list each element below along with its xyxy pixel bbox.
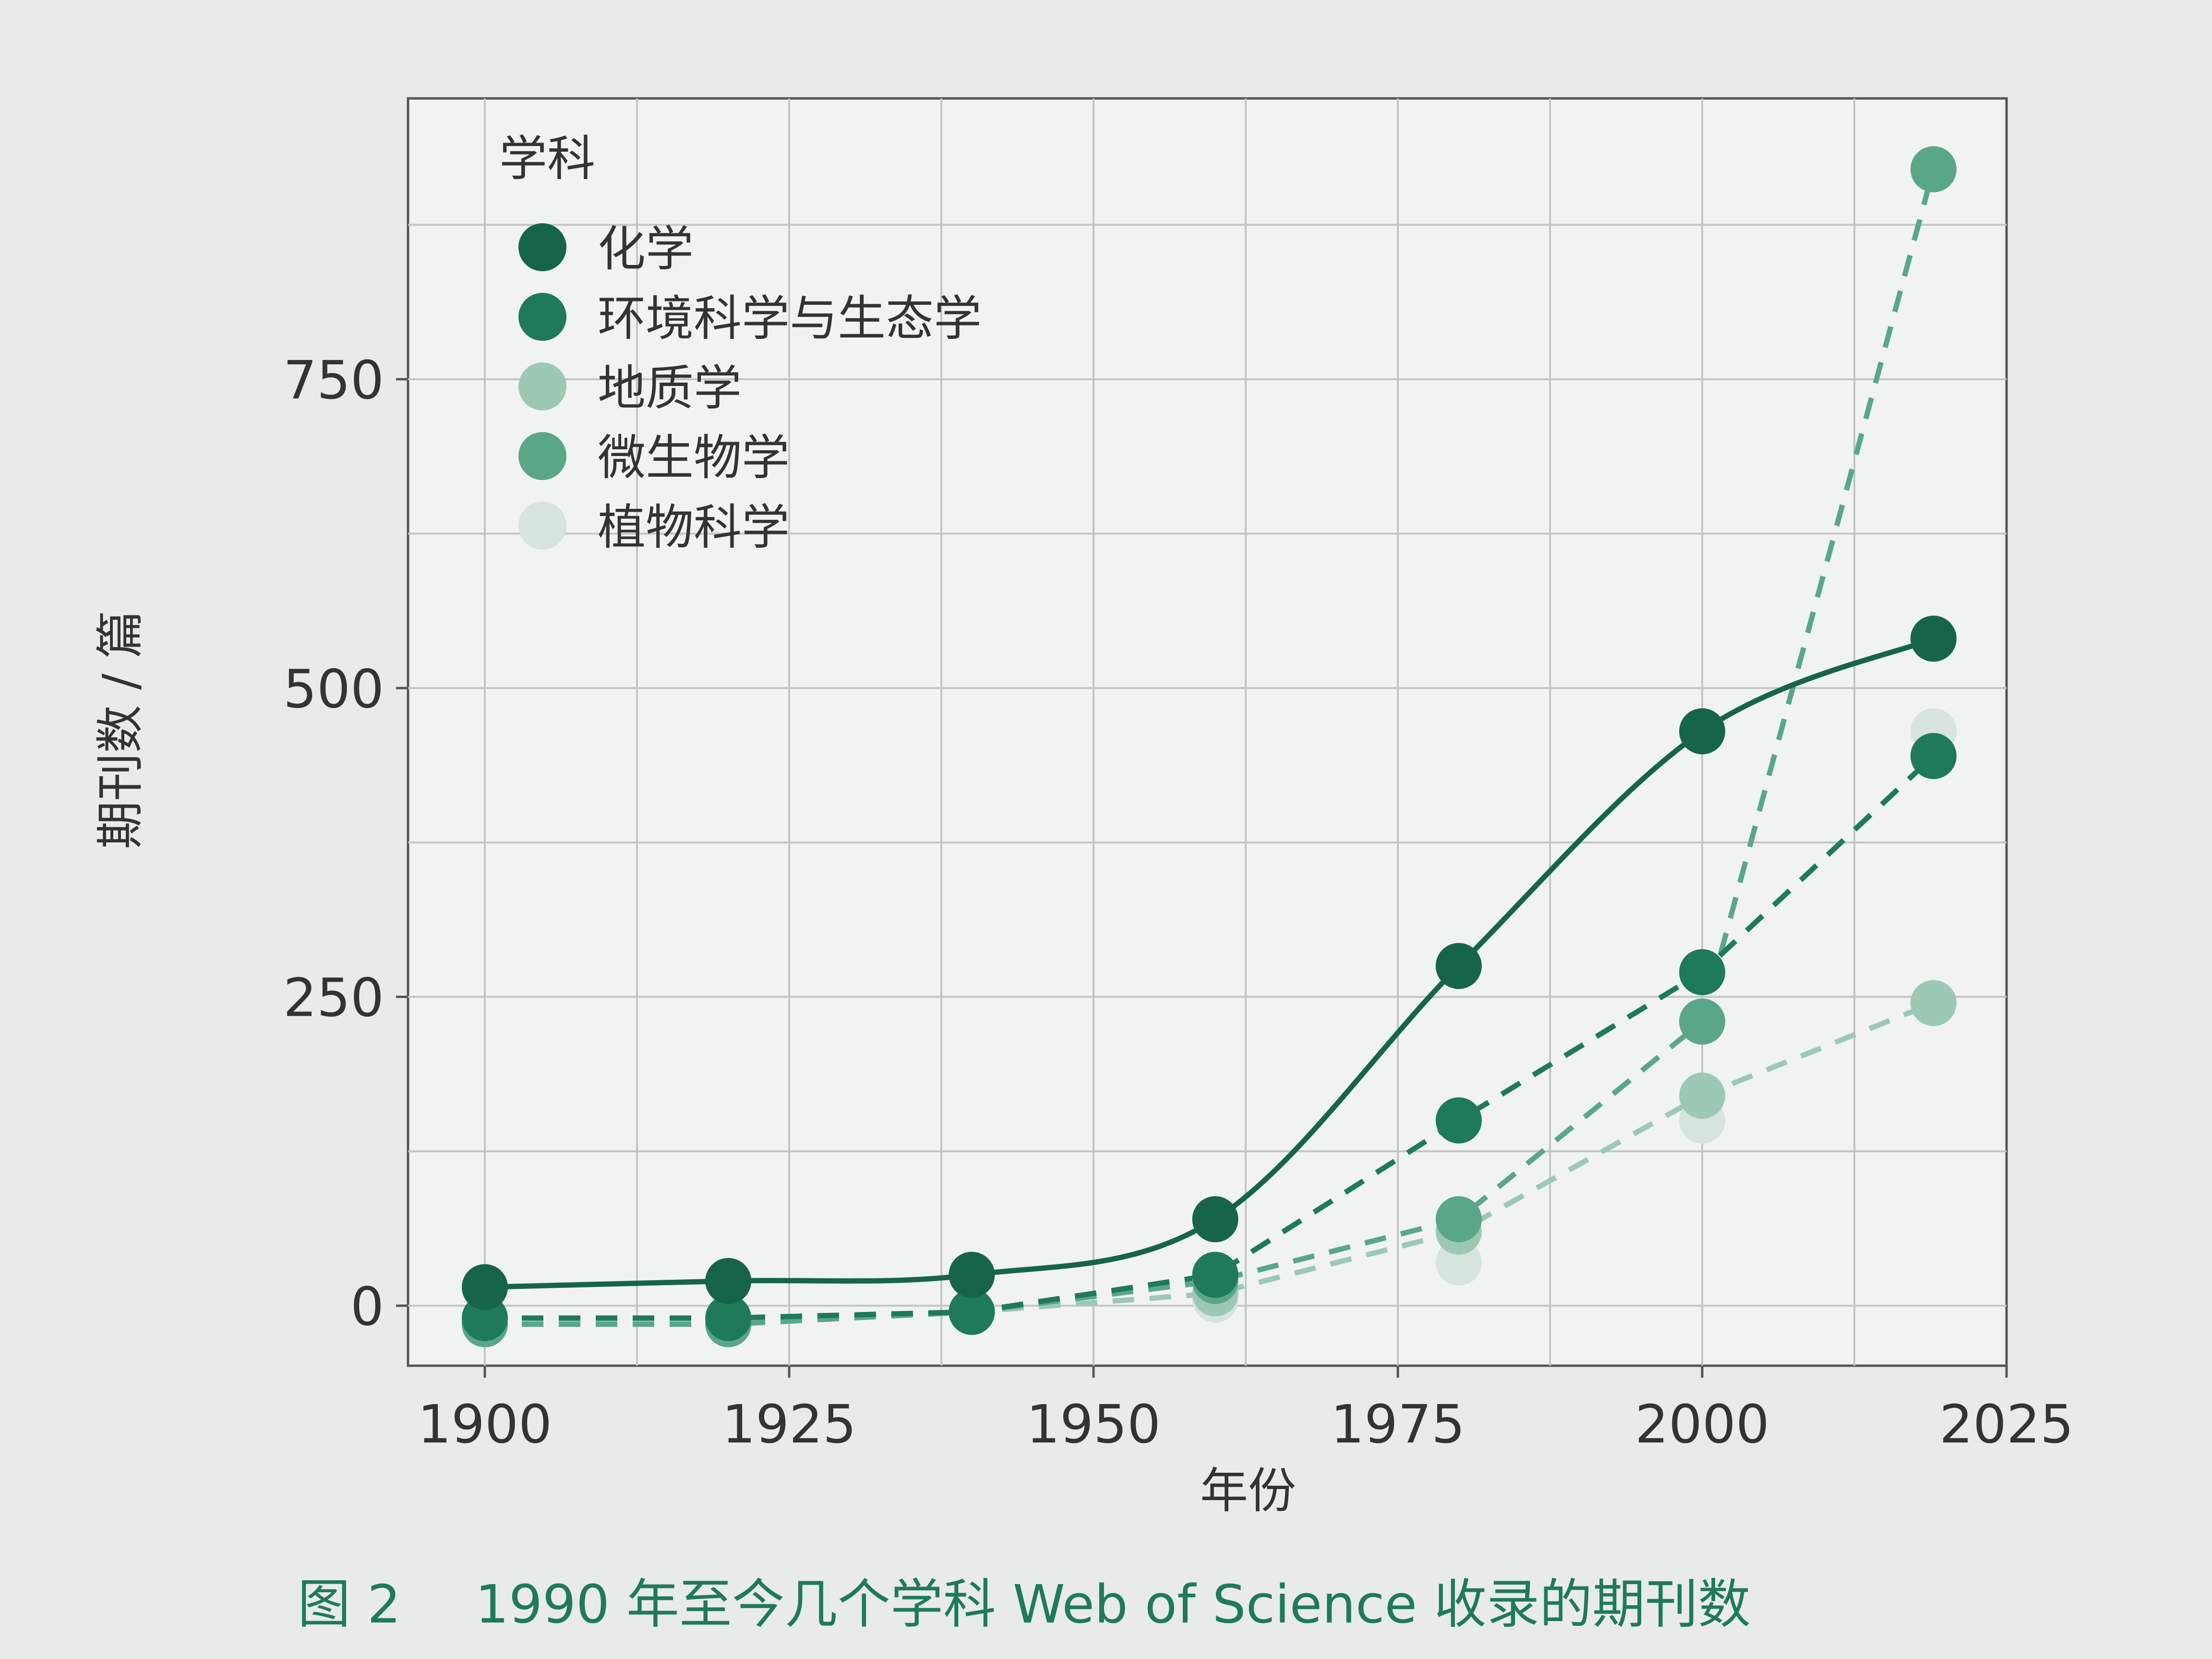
y-tick-label: 500 <box>283 658 384 720</box>
series-points <box>462 146 1957 1347</box>
data-point <box>1435 1196 1482 1242</box>
data-point <box>949 1288 995 1335</box>
data-point <box>705 1295 752 1341</box>
legend-marker <box>518 223 566 271</box>
plot-background <box>407 97 2008 1367</box>
data-point <box>1910 615 1957 662</box>
data-point <box>1679 1072 1725 1119</box>
grid <box>408 98 2007 1366</box>
x-tick-label: 2000 <box>1635 1394 1769 1455</box>
x-tick-label: 2025 <box>1939 1394 2074 1455</box>
data-point <box>1435 943 1482 989</box>
figure-caption: 图 2 1990 年至今几个学科 Web of Science 收录的期刊数 <box>298 1574 1751 1635</box>
y-tick-label: 250 <box>283 967 384 1029</box>
legend-marker <box>518 432 566 480</box>
legend-marker <box>518 293 566 341</box>
legend-label: 化学 <box>598 221 694 277</box>
x-tick-label: 1950 <box>1026 1394 1161 1455</box>
data-point <box>1910 146 1957 192</box>
legend-label: 环境科学与生态学 <box>598 290 982 347</box>
data-point <box>1679 998 1725 1045</box>
data-point <box>705 1258 752 1304</box>
x-tick-label: 1975 <box>1331 1394 1465 1455</box>
y-tick-label: 750 <box>283 349 384 411</box>
x-tick-label: 1925 <box>722 1394 856 1455</box>
data-point <box>1910 980 1957 1026</box>
caption-text: 1990 年至今几个学科 Web of Science 收录的期刊数 <box>475 1574 1751 1635</box>
caption-label: 图 2 <box>298 1574 401 1635</box>
data-point <box>462 1264 508 1310</box>
x-axis-title: 年份 <box>1200 1463 1296 1519</box>
data-point <box>1679 708 1725 755</box>
y-axis-title: 期刊数 / 篇 <box>92 610 148 849</box>
legend-title: 学科 <box>499 131 595 187</box>
legend-marker <box>518 502 566 550</box>
y-tick-label: 0 <box>350 1276 384 1337</box>
data-point <box>1435 1097 1482 1143</box>
axes: 1900 1925 1950 1975 2000 2025 0 250 500 750 <box>283 349 2074 1455</box>
data-point <box>1910 733 1957 779</box>
data-point <box>949 1251 995 1298</box>
x-tick-label: 1900 <box>418 1394 552 1455</box>
legend-label: 地质学 <box>598 360 742 416</box>
legend-marker <box>518 362 566 410</box>
legend-label: 微生物学 <box>598 430 790 486</box>
legend-label: 植物科学 <box>598 499 790 555</box>
data-point <box>1192 1196 1238 1242</box>
data-point <box>1679 949 1725 996</box>
data-point <box>1192 1251 1238 1298</box>
